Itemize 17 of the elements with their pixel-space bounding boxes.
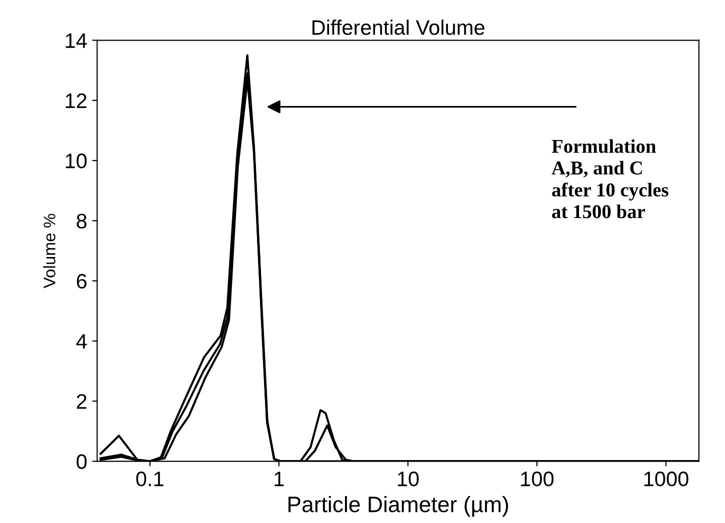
y-axis-title: Volume % <box>43 214 56 288</box>
x-tick-label: 0.1 <box>136 472 164 486</box>
annotation: Formulation A,B, and C after 10 cycles at 1500 bar <box>552 139 668 218</box>
y-tick-label: 6 <box>76 274 87 289</box>
x-tick-label: 1000 <box>644 472 688 486</box>
y-tick-label: 14 <box>66 33 87 48</box>
y-tick-label: 4 <box>76 334 87 349</box>
y-tick-label: 8 <box>76 214 87 228</box>
chart-title: Differential Volume <box>312 20 484 35</box>
y-tick-label: 12 <box>66 93 86 108</box>
x-tick-label: 1 <box>274 472 284 486</box>
x-axis-title: Particle Diameter (µm) <box>288 496 508 517</box>
y-tick-label: 10 <box>66 154 87 168</box>
y-tick-label: 0 <box>76 454 87 470</box>
x-tick-label: 100 <box>521 472 554 486</box>
x-tick-label: 10 <box>398 472 419 486</box>
y-tick-label: 2 <box>76 394 86 409</box>
